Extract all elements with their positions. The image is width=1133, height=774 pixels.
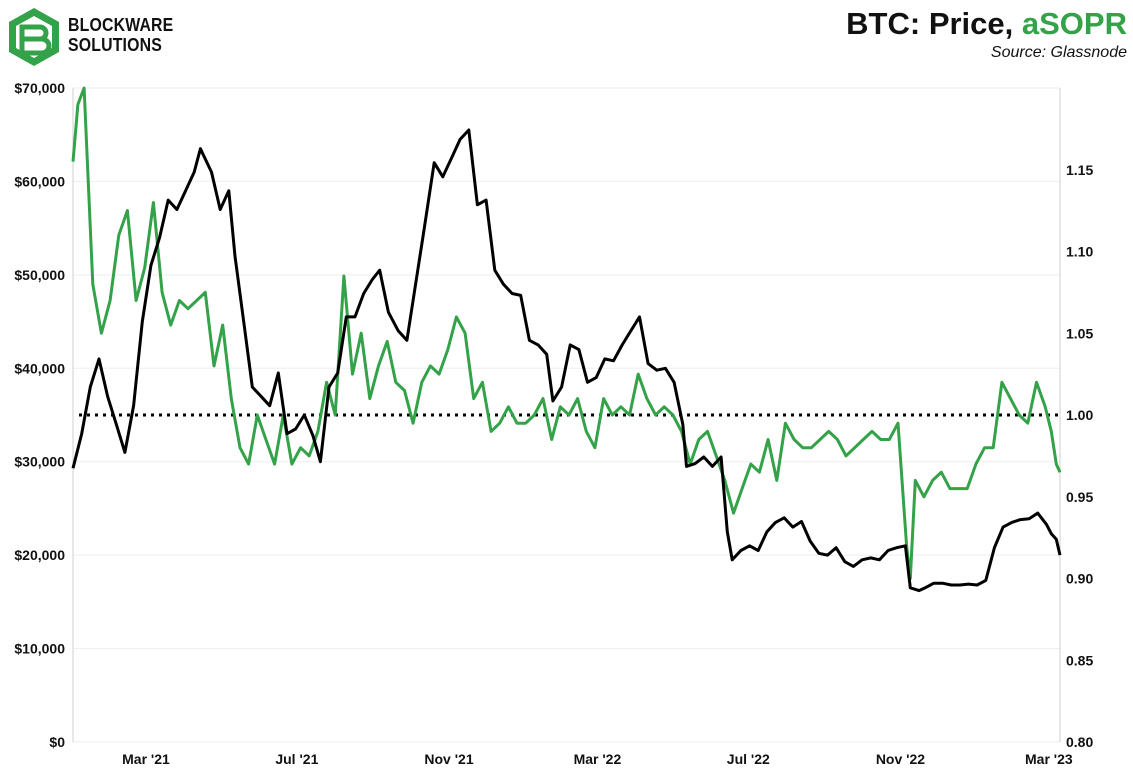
asopr-series-line xyxy=(71,86,1062,580)
x-tick-label: Nov '22 xyxy=(876,751,925,767)
y-right-tick-label: 1.15 xyxy=(1066,162,1093,178)
y-left-tick-label: $10,000 xyxy=(14,641,65,657)
y-right-tick-label: 0.85 xyxy=(1066,652,1093,668)
brand-name-line-2: SOLUTIONS xyxy=(68,35,162,55)
y-left-tick-label: $0 xyxy=(49,734,65,750)
x-tick-label: Mar '21 xyxy=(122,751,170,767)
chart-source: Source: Glassnode xyxy=(990,44,1127,61)
y-right-axis: 0.80 0.85 0.90 0.95 1.00 1.05 1.10 1.15 xyxy=(1066,162,1093,750)
x-axis: Mar '21 Jul '21 Nov '21 Mar '22 Jul '22 Nov '… xyxy=(122,751,1073,767)
y-left-tick-label: $50,000 xyxy=(14,267,65,283)
y-left-axis: $0 $10,000 $20,000 $30,000 $40,000 $50,000 $60… xyxy=(14,80,65,750)
y-right-tick-label: 0.95 xyxy=(1066,489,1093,505)
btc-price-series-line xyxy=(71,128,1062,593)
chart-title-series: aSOPR xyxy=(1021,6,1127,41)
y-left-tick-label: $40,000 xyxy=(14,360,65,376)
chart-title-main: BTC: Price, xyxy=(846,6,1022,41)
x-tick-label: Jul '22 xyxy=(727,751,770,767)
x-tick-label: Nov '21 xyxy=(424,751,473,767)
y-right-tick-label: 1.00 xyxy=(1066,407,1093,423)
y-right-tick-label: 0.90 xyxy=(1066,571,1093,587)
blockware-logo-icon xyxy=(9,8,59,66)
chart-title: BTC: Price, aSOPR xyxy=(846,6,1127,42)
x-tick-label: Jul '21 xyxy=(275,751,318,767)
y-right-tick-label: 1.05 xyxy=(1066,325,1093,341)
y-left-tick-label: $60,000 xyxy=(14,173,65,189)
x-tick-label: Mar '23 xyxy=(1025,751,1073,767)
brand-name-line-1: BLOCKWARE xyxy=(68,15,174,35)
y-left-tick-label: $70,000 xyxy=(14,80,65,96)
y-right-tick-label: 1.10 xyxy=(1066,244,1093,260)
y-left-tick-label: $20,000 xyxy=(14,547,65,563)
x-tick-label: Mar '22 xyxy=(574,751,622,767)
y-left-tick-label: $30,000 xyxy=(14,454,65,470)
y-right-tick-label: 0.80 xyxy=(1066,734,1093,750)
